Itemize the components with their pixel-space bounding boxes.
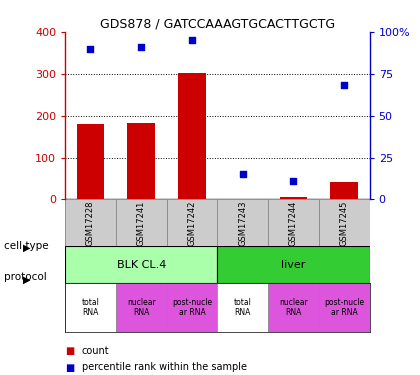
Bar [330, 182, 358, 200]
Text: total
RNA: total RNA [234, 298, 252, 317]
Point [87, 46, 94, 52]
Bar [268, 283, 319, 332]
Bar [218, 246, 370, 283]
Text: post-nucle
ar RNA: post-nucle ar RNA [172, 298, 212, 317]
Text: percentile rank within the sample: percentile rank within the sample [82, 363, 247, 372]
Text: cell type: cell type [4, 241, 49, 250]
Bar [65, 246, 218, 283]
Text: nuclear
RNA: nuclear RNA [127, 298, 155, 317]
Text: nuclear
RNA: nuclear RNA [279, 298, 308, 317]
Text: GSM17228: GSM17228 [86, 200, 95, 246]
Bar [76, 124, 105, 200]
Text: count: count [82, 346, 110, 355]
Text: GSM17244: GSM17244 [289, 200, 298, 246]
Text: ▶: ▶ [23, 243, 31, 253]
Text: total
RNA: total RNA [81, 298, 100, 317]
Bar [167, 283, 218, 332]
Point [290, 178, 297, 184]
Text: GSM17241: GSM17241 [137, 200, 146, 246]
Title: GDS878 / GATCCAAAGTGCACTTGCTG: GDS878 / GATCCAAAGTGCACTTGCTG [100, 18, 335, 31]
Point [239, 171, 246, 177]
Text: BLK CL.4: BLK CL.4 [116, 260, 166, 270]
Bar [116, 283, 167, 332]
Bar [268, 200, 319, 246]
Point [138, 44, 144, 50]
Bar [218, 283, 268, 332]
Bar [167, 200, 218, 246]
Bar [319, 283, 370, 332]
Bar [127, 123, 155, 200]
Point [341, 82, 348, 88]
Text: post-nucle
ar RNA: post-nucle ar RNA [324, 298, 364, 317]
Text: GSM17242: GSM17242 [187, 200, 197, 246]
Text: ■: ■ [65, 346, 74, 355]
Text: protocol: protocol [4, 273, 47, 282]
Text: liver: liver [281, 260, 306, 270]
Text: GSM17245: GSM17245 [340, 200, 349, 246]
Bar [65, 200, 116, 246]
Text: ▶: ▶ [23, 275, 31, 285]
Bar [319, 200, 370, 246]
Point [189, 37, 195, 43]
Bar [229, 198, 257, 200]
Bar [116, 200, 167, 246]
Bar [218, 200, 268, 246]
Text: ■: ■ [65, 363, 74, 372]
Text: GSM17243: GSM17243 [238, 200, 247, 246]
Bar [280, 197, 307, 200]
Bar [178, 73, 206, 200]
Bar [65, 283, 116, 332]
